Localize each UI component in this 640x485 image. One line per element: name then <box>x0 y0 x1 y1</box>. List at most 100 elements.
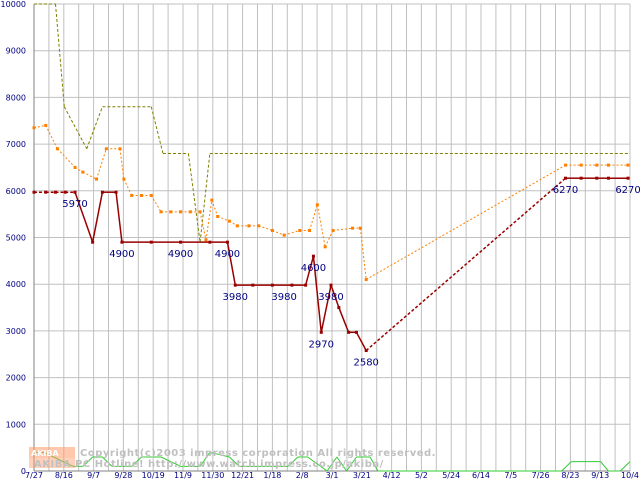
x-tick-label: 5/24 <box>442 471 460 480</box>
series-orange-point <box>257 224 261 228</box>
data-label: 6270 <box>615 185 640 196</box>
y-tick-label: 4000 <box>6 280 26 289</box>
series-darkred-point <box>114 190 118 194</box>
series-darkred-point <box>63 190 67 194</box>
data-label: 4900 <box>215 249 240 260</box>
y-tick-label: 0 <box>21 467 26 476</box>
series-darkred-point <box>100 190 104 194</box>
series-orange-point <box>298 228 302 232</box>
series-orange-point <box>188 210 192 214</box>
watermark: AKIBA Copyright(c)2003 impress corporati… <box>29 447 435 470</box>
logo-text: AKIBA <box>31 449 59 458</box>
series-orange-point <box>95 177 99 181</box>
data-labels: 5970 4900 4900 4900 3980 3980 4600 3980 2970 2580… <box>62 185 640 368</box>
series-orange-segment <box>359 228 367 280</box>
x-tick-label: 3/21 <box>353 471 371 480</box>
series-darkred-point <box>304 283 308 287</box>
series-darkred-point <box>290 283 294 287</box>
series-orange-point <box>579 163 583 167</box>
x-tick-label: 8/16 <box>55 471 73 480</box>
data-label: 3980 <box>223 292 248 303</box>
series-darkred-segment <box>91 192 104 243</box>
series-olive-segment <box>86 106 103 149</box>
series-darkred-point <box>329 283 333 287</box>
series-orange-point <box>358 226 362 230</box>
series-orange-point <box>130 193 134 197</box>
series-darkred-point <box>53 190 57 194</box>
series-orange-point <box>364 278 368 282</box>
data-label: 2970 <box>309 339 334 350</box>
series-orange-segment <box>150 195 162 213</box>
data-label: 4900 <box>168 249 193 260</box>
series-darkred-point <box>251 283 255 287</box>
x-tick-label: 8/23 <box>561 471 579 480</box>
series-orange-point <box>626 163 630 167</box>
akiba-logo: AKIBA <box>29 447 75 468</box>
x-tick-label: 5/2 <box>415 471 428 480</box>
series-green-segment <box>287 456 299 467</box>
site-url-text: AKIBA PC Hotline! http://www.watch.impre… <box>34 459 384 470</box>
series-orange-point <box>564 163 568 167</box>
series-orange-point <box>607 163 611 167</box>
series-orange-segment <box>199 211 207 240</box>
series-orange-point <box>315 203 319 207</box>
data-label: 4900 <box>109 249 134 260</box>
series-green-segment <box>209 451 230 458</box>
series-orange-point <box>139 193 143 197</box>
x-tick-label: 6/14 <box>472 471 490 480</box>
series-orange-point <box>73 165 77 169</box>
series-orange-point <box>149 193 153 197</box>
series-orange-segment <box>33 124 46 129</box>
series-darkred-point <box>354 330 358 334</box>
series-darkred-point <box>32 190 36 194</box>
series-orange-segment <box>82 171 97 180</box>
series-orange-segment <box>211 199 219 217</box>
y-tick-label: 6000 <box>6 187 26 196</box>
series-green-segment <box>326 456 338 472</box>
data-label: 3980 <box>318 292 343 303</box>
x-tick-label: 3/1 <box>326 471 339 480</box>
series-darkred-segment <box>312 256 322 333</box>
series-darkred-point <box>607 176 611 180</box>
series-darkred-point <box>626 176 630 180</box>
y-tick-label: 9000 <box>6 47 26 56</box>
series-darkred-segment <box>330 284 340 308</box>
series-orange-point <box>179 210 183 214</box>
series-green-segment <box>102 456 113 467</box>
series-orange-segment <box>316 204 326 247</box>
series-darkred-point <box>319 330 323 334</box>
data-label: 6270 <box>553 185 578 196</box>
series <box>32 3 631 472</box>
series-orange-segment <box>258 225 273 231</box>
series-orange-point <box>159 210 163 214</box>
series-orange-point <box>198 210 202 214</box>
x-tick-label: 9/7 <box>87 471 100 480</box>
series-darkred-point <box>179 240 183 244</box>
series-darkred-point <box>337 306 341 310</box>
series-orange-segment <box>309 204 318 231</box>
series-orange-segment <box>205 200 213 240</box>
series-orange-segment <box>57 148 76 168</box>
x-tick-label: 9/13 <box>591 471 609 480</box>
x-tick-label: 9/28 <box>114 471 132 480</box>
series-green-segment <box>307 456 328 472</box>
series-green-segment <box>229 456 240 467</box>
y-tick-label: 3000 <box>6 327 26 336</box>
series-orange-point <box>210 198 214 202</box>
y-tick-label: 7000 <box>6 140 26 149</box>
x-tick-label: 10/19 <box>142 471 165 480</box>
series-orange-point <box>216 214 220 218</box>
series-darkred-point <box>564 176 568 180</box>
grid <box>33 3 631 472</box>
x-tick-label: 7/26 <box>532 471 550 480</box>
series-orange-point <box>44 123 48 127</box>
series-green-segment <box>82 456 93 467</box>
x-tick-label: 10/4 <box>621 471 639 480</box>
series-green-segment <box>561 461 572 472</box>
series-orange-point <box>118 147 122 151</box>
series-orange-point <box>331 228 335 232</box>
series-darkred-segment <box>320 284 332 333</box>
y-tick-label: 1000 <box>6 420 26 429</box>
series-green-segment <box>160 456 181 467</box>
series-orange-segment <box>96 148 107 180</box>
